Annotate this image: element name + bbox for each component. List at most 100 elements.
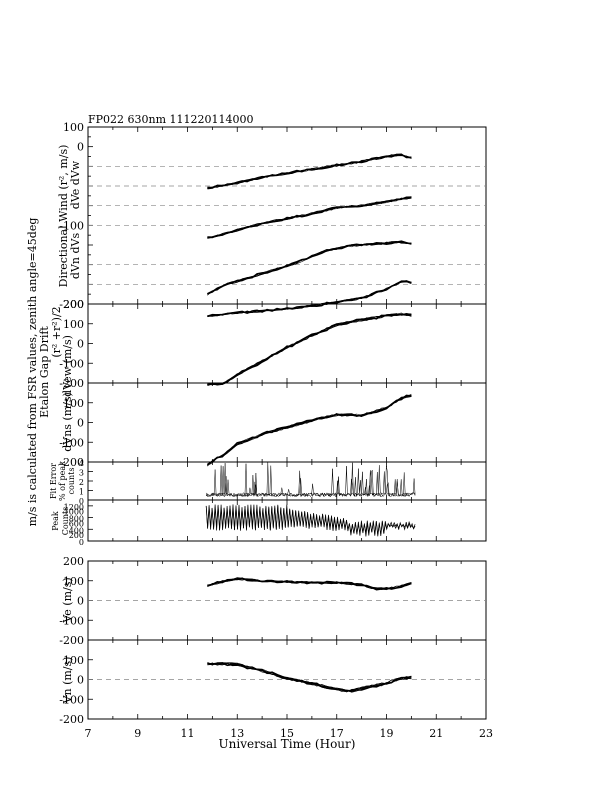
side-label-line2: Etalon Gap Drift: [38, 326, 51, 418]
y-tick-label-dvew: 200: [63, 298, 84, 311]
y-tick-label-dvns: -100: [59, 436, 84, 449]
y-axis-label-peak: Peak: [51, 511, 60, 531]
series-dVs-trace-3: [207, 241, 412, 295]
peak-counts-trace-1: [205, 504, 416, 537]
y-axis-label-dvn-dvs: dVn dVs: [69, 233, 82, 280]
y-tick-label-dvew: 0: [77, 338, 84, 351]
y-tick-label-peak_counts: 400: [69, 526, 84, 535]
series-dVe-trace-5: [207, 196, 412, 239]
y-tick-label-fit_error: 1: [79, 488, 84, 497]
y-tick-label-vn: 0: [77, 674, 84, 687]
y-axis-label-directional: Directional Wind (r², m/s): [57, 145, 70, 288]
series-dVn-trace-4: [207, 281, 412, 317]
y-tick-label-directional: 0: [77, 141, 84, 154]
y-tick-label-fit_error: 3: [79, 469, 84, 478]
panel-dvns: 100 0 -100 -200 dVns (m/s): [59, 382, 487, 469]
panel-vn: 100 0 -100 -200 Vn (m/s): [59, 639, 487, 726]
series-dVn-trace-2: [207, 280, 412, 317]
y-tick-label-vn: -100: [59, 693, 84, 706]
vn-trace-1: [207, 662, 412, 691]
y-tick-label-dvew: -200: [59, 377, 84, 390]
x-tick-label: 15: [280, 727, 294, 740]
panel-peak_counts: 1200 800 400 0 1000 600 200 Peak Counts: [51, 499, 487, 547]
x-tick-label: 9: [134, 727, 141, 740]
x-axis-label: Universal Time (Hour): [219, 737, 356, 751]
x-tick-label: 23: [479, 727, 493, 740]
y-axis-label-vn: Vn (m/s): [61, 657, 74, 705]
series-dVs-trace-5: [207, 241, 412, 296]
panel-frame-directional: [87, 126, 487, 305]
vn-trace-3: [207, 662, 412, 693]
y-axis-label-dve-dvw: dVe dVw: [69, 160, 82, 209]
dvns-trace-0: [206, 394, 412, 466]
series-dVs-trace-1: [207, 240, 412, 294]
side-label-line1: m/s is calculated from FSR values, zenit…: [26, 218, 39, 527]
y-axis-label-ve: Ve (m/s): [61, 577, 74, 623]
panel-frame-dvew: [87, 303, 487, 384]
ve-trace-7: [207, 578, 412, 590]
y-tick-label-dvns: 100: [63, 397, 84, 410]
y-tick-label-ve: -100: [59, 614, 84, 627]
series-dVn-trace-3: [207, 281, 412, 317]
vn-trace-0: [207, 662, 412, 693]
y-tick-label-vn: 100: [63, 654, 84, 667]
chart-title: FP022 630nm 111220114000: [88, 113, 254, 126]
x-tick-label: 7: [85, 727, 92, 740]
y-tick-label-dvew: -100: [59, 357, 84, 370]
y-tick-label-vn: -200: [59, 713, 84, 726]
y-axis-label-dvns: dVns (m/s): [61, 392, 74, 452]
x-tick-label: 21: [429, 727, 443, 740]
dvns-trace-4: [207, 396, 412, 466]
y-axis-label-dvew-formula: (r² +r²)/2: [50, 306, 63, 357]
y-tick-label-peak_counts: 800: [69, 515, 84, 524]
series-dVw-trace-6: [207, 154, 412, 189]
y-tick-label-dvns: -200: [59, 456, 84, 469]
x-tick-label: 13: [230, 727, 244, 740]
y-tick-label-fit_error: 0: [79, 497, 84, 506]
dvns-trace-1: [207, 393, 412, 466]
y-tick-label-fit_error: 2: [79, 478, 84, 487]
panel-frame-dvns: [87, 382, 487, 463]
panel-directional: 100 0 -100 -200 Directional Wind (r², m/s) dV…: [57, 121, 487, 318]
fit-error-trace-2: [205, 463, 416, 498]
x-tick-label: 17: [330, 727, 344, 740]
dvns-trace-2: [207, 395, 412, 466]
dvns-trace-5: [207, 395, 412, 467]
series-dVe-trace-4: [207, 197, 412, 239]
fit-error-trace-0: [205, 462, 416, 498]
y-tick-label-directional: -100: [59, 219, 84, 232]
y-tick-label-peak_counts: 1000: [64, 508, 84, 517]
y-tick-label-dvns: 0: [77, 417, 84, 430]
x-tick-label: 11: [181, 727, 195, 740]
y-axis-label-fit-error-2: % of peak: [58, 461, 67, 501]
series-dVe-trace-6: [207, 198, 412, 239]
y-tick-label-ve: -200: [59, 634, 84, 647]
y-tick-label-dvew: 100: [63, 318, 84, 331]
dvew-trace-5: [207, 313, 412, 386]
dvew-trace-6: [207, 314, 412, 385]
y-axis-label-fit-error: Fit Error: [49, 463, 58, 499]
y-tick-label-directional: -200: [59, 298, 84, 311]
y-tick-label-peak_counts: 1200: [64, 503, 84, 512]
dvew-trace-7: [207, 312, 412, 386]
y-tick-label-directional: 100: [63, 121, 84, 134]
vn-trace-4: [207, 662, 412, 693]
dvns-trace-7: [207, 396, 412, 466]
x-tick-label: 19: [380, 727, 394, 740]
series-dVe-trace-3: [207, 197, 412, 238]
panel-frame-fit_error: [87, 461, 487, 501]
vn-trace-5: [207, 662, 412, 692]
y-tick-label-ve: 100: [63, 575, 84, 588]
dvns-trace-3: [207, 395, 412, 467]
y-axis-label-fit-error-3: counts: [67, 468, 76, 495]
series-dVs-trace-0: [207, 240, 412, 295]
y-tick-label-peak_counts: 0: [79, 538, 84, 547]
dvns-trace-6: [207, 395, 412, 466]
series-dVn-trace-6: [207, 281, 412, 317]
series-dVs-trace-6: [207, 241, 412, 295]
y-tick-label-peak_counts: 200: [69, 531, 84, 540]
